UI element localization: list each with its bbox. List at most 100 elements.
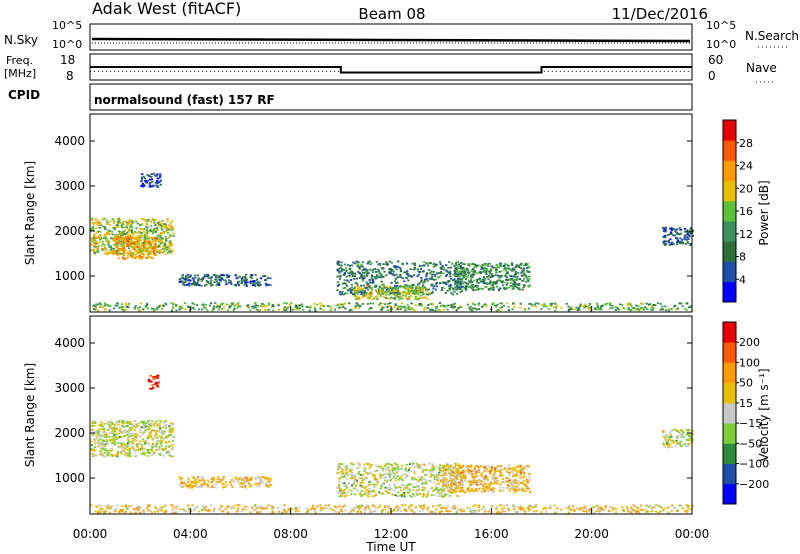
heatmap-cell	[301, 305, 304, 308]
heatmap-cell	[218, 284, 221, 286]
heatmap-cell	[116, 453, 119, 456]
heatmap-cell	[419, 291, 422, 294]
heatmap-cell	[130, 219, 134, 222]
heatmap-cell	[444, 292, 447, 294]
heatmap-cell	[410, 495, 413, 498]
heatmap-cell	[348, 309, 351, 312]
heatmap-cell	[120, 236, 123, 239]
heatmap-cell	[358, 272, 361, 274]
heatmap-cell	[473, 467, 476, 470]
heatmap-cell	[498, 270, 501, 273]
heatmap-cell	[118, 420, 121, 422]
heatmap-cell	[400, 285, 403, 288]
heatmap-cell	[406, 262, 409, 265]
heatmap-cell	[482, 483, 485, 486]
heatmap-cell	[370, 295, 373, 297]
heatmap-cell	[560, 306, 563, 309]
heatmap-cell	[500, 275, 503, 277]
heatmap-cell	[296, 307, 299, 310]
heatmap-cell	[140, 185, 143, 188]
heatmap-cell	[187, 273, 190, 276]
heatmap-cell	[567, 305, 570, 308]
heatmap-cell	[233, 304, 236, 307]
heatmap-cell	[420, 304, 423, 307]
heatmap-cell	[371, 288, 374, 291]
heatmap-cell	[436, 482, 439, 485]
heatmap-cell	[171, 440, 175, 442]
heatmap-cell	[521, 471, 524, 474]
heatmap-cell	[341, 473, 344, 476]
heatmap-cell	[459, 284, 462, 287]
heatmap-cell	[353, 286, 356, 289]
heatmap-cell	[338, 270, 341, 273]
heatmap-cell	[146, 179, 149, 182]
heatmap-cell	[533, 303, 536, 306]
heatmap-cell	[422, 284, 425, 287]
heatmap-cell	[149, 250, 152, 252]
heatmap-cell	[397, 305, 400, 308]
heatmap-cell	[626, 304, 630, 306]
heatmap-cell	[181, 276, 184, 279]
heatmap-cell	[135, 426, 138, 428]
heatmap-cell	[528, 303, 531, 305]
heatmap-cell	[338, 260, 341, 263]
heatmap-cell	[423, 309, 426, 311]
heatmap-cell	[170, 434, 173, 437]
heatmap-cell	[491, 303, 494, 306]
heatmap-cell	[444, 493, 447, 496]
heatmap-cell	[450, 492, 453, 494]
heatmap-cell	[525, 263, 528, 266]
heatmap-cell	[415, 484, 419, 487]
heatmap-cell	[477, 469, 480, 472]
heatmap-cell	[261, 507, 264, 510]
heatmap-cell	[150, 229, 153, 232]
heatmap-cell	[162, 421, 165, 424]
heatmap-cell	[170, 252, 173, 254]
heatmap-cell	[512, 481, 515, 484]
heatmap-cell	[341, 268, 344, 270]
heatmap-cell	[354, 305, 357, 307]
heatmap-cell	[157, 439, 161, 442]
heatmap-cell	[189, 279, 192, 282]
heatmap-cell	[91, 455, 94, 458]
heatmap-cell	[256, 304, 260, 307]
heatmap-cell	[389, 290, 392, 293]
heatmap-cell	[254, 302, 257, 304]
heatmap-cell	[511, 264, 514, 266]
heatmap-cell	[356, 304, 359, 307]
heatmap-cell	[595, 302, 599, 305]
heatmap-cell	[122, 237, 125, 239]
heatmap-cell	[367, 260, 370, 263]
heatmap-cell	[340, 261, 343, 264]
heatmap-cell	[482, 304, 485, 306]
heatmap-cell	[368, 279, 371, 281]
heatmap-cell	[521, 489, 524, 492]
heatmap-cell	[394, 292, 397, 294]
heatmap-cell	[102, 448, 106, 451]
heatmap-cell	[484, 286, 487, 288]
heatmap-cell	[152, 429, 156, 432]
heatmap-cell	[246, 506, 249, 509]
heatmap-cell	[454, 272, 457, 274]
heatmap-cell	[136, 449, 139, 451]
heatmap-cell	[365, 270, 368, 273]
heatmap-cell	[522, 279, 525, 282]
heatmap-cell	[128, 443, 131, 445]
heatmap-cell	[418, 304, 421, 307]
heatmap-cell	[235, 477, 238, 479]
heatmap-cell	[213, 281, 216, 284]
heatmap-cell	[502, 304, 506, 307]
heatmap-cell	[131, 231, 134, 234]
heatmap-cell	[200, 284, 203, 287]
heatmap-cell	[416, 480, 419, 483]
heatmap-cell	[168, 234, 172, 236]
heatmap-cell	[524, 308, 527, 311]
heatmap-cell	[512, 267, 515, 270]
heatmap-cell	[689, 305, 692, 308]
heatmap-cell	[361, 303, 364, 305]
heatmap-cell	[400, 484, 403, 486]
heatmap-cell	[460, 478, 464, 480]
heatmap-cell	[477, 308, 480, 310]
heatmap-cell	[226, 276, 229, 279]
heatmap-cell	[341, 291, 344, 293]
